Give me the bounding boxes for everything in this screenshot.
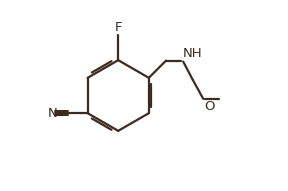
Text: F: F <box>114 21 122 34</box>
Text: N: N <box>48 107 57 120</box>
Text: O: O <box>204 100 215 113</box>
Text: NH: NH <box>183 47 203 60</box>
